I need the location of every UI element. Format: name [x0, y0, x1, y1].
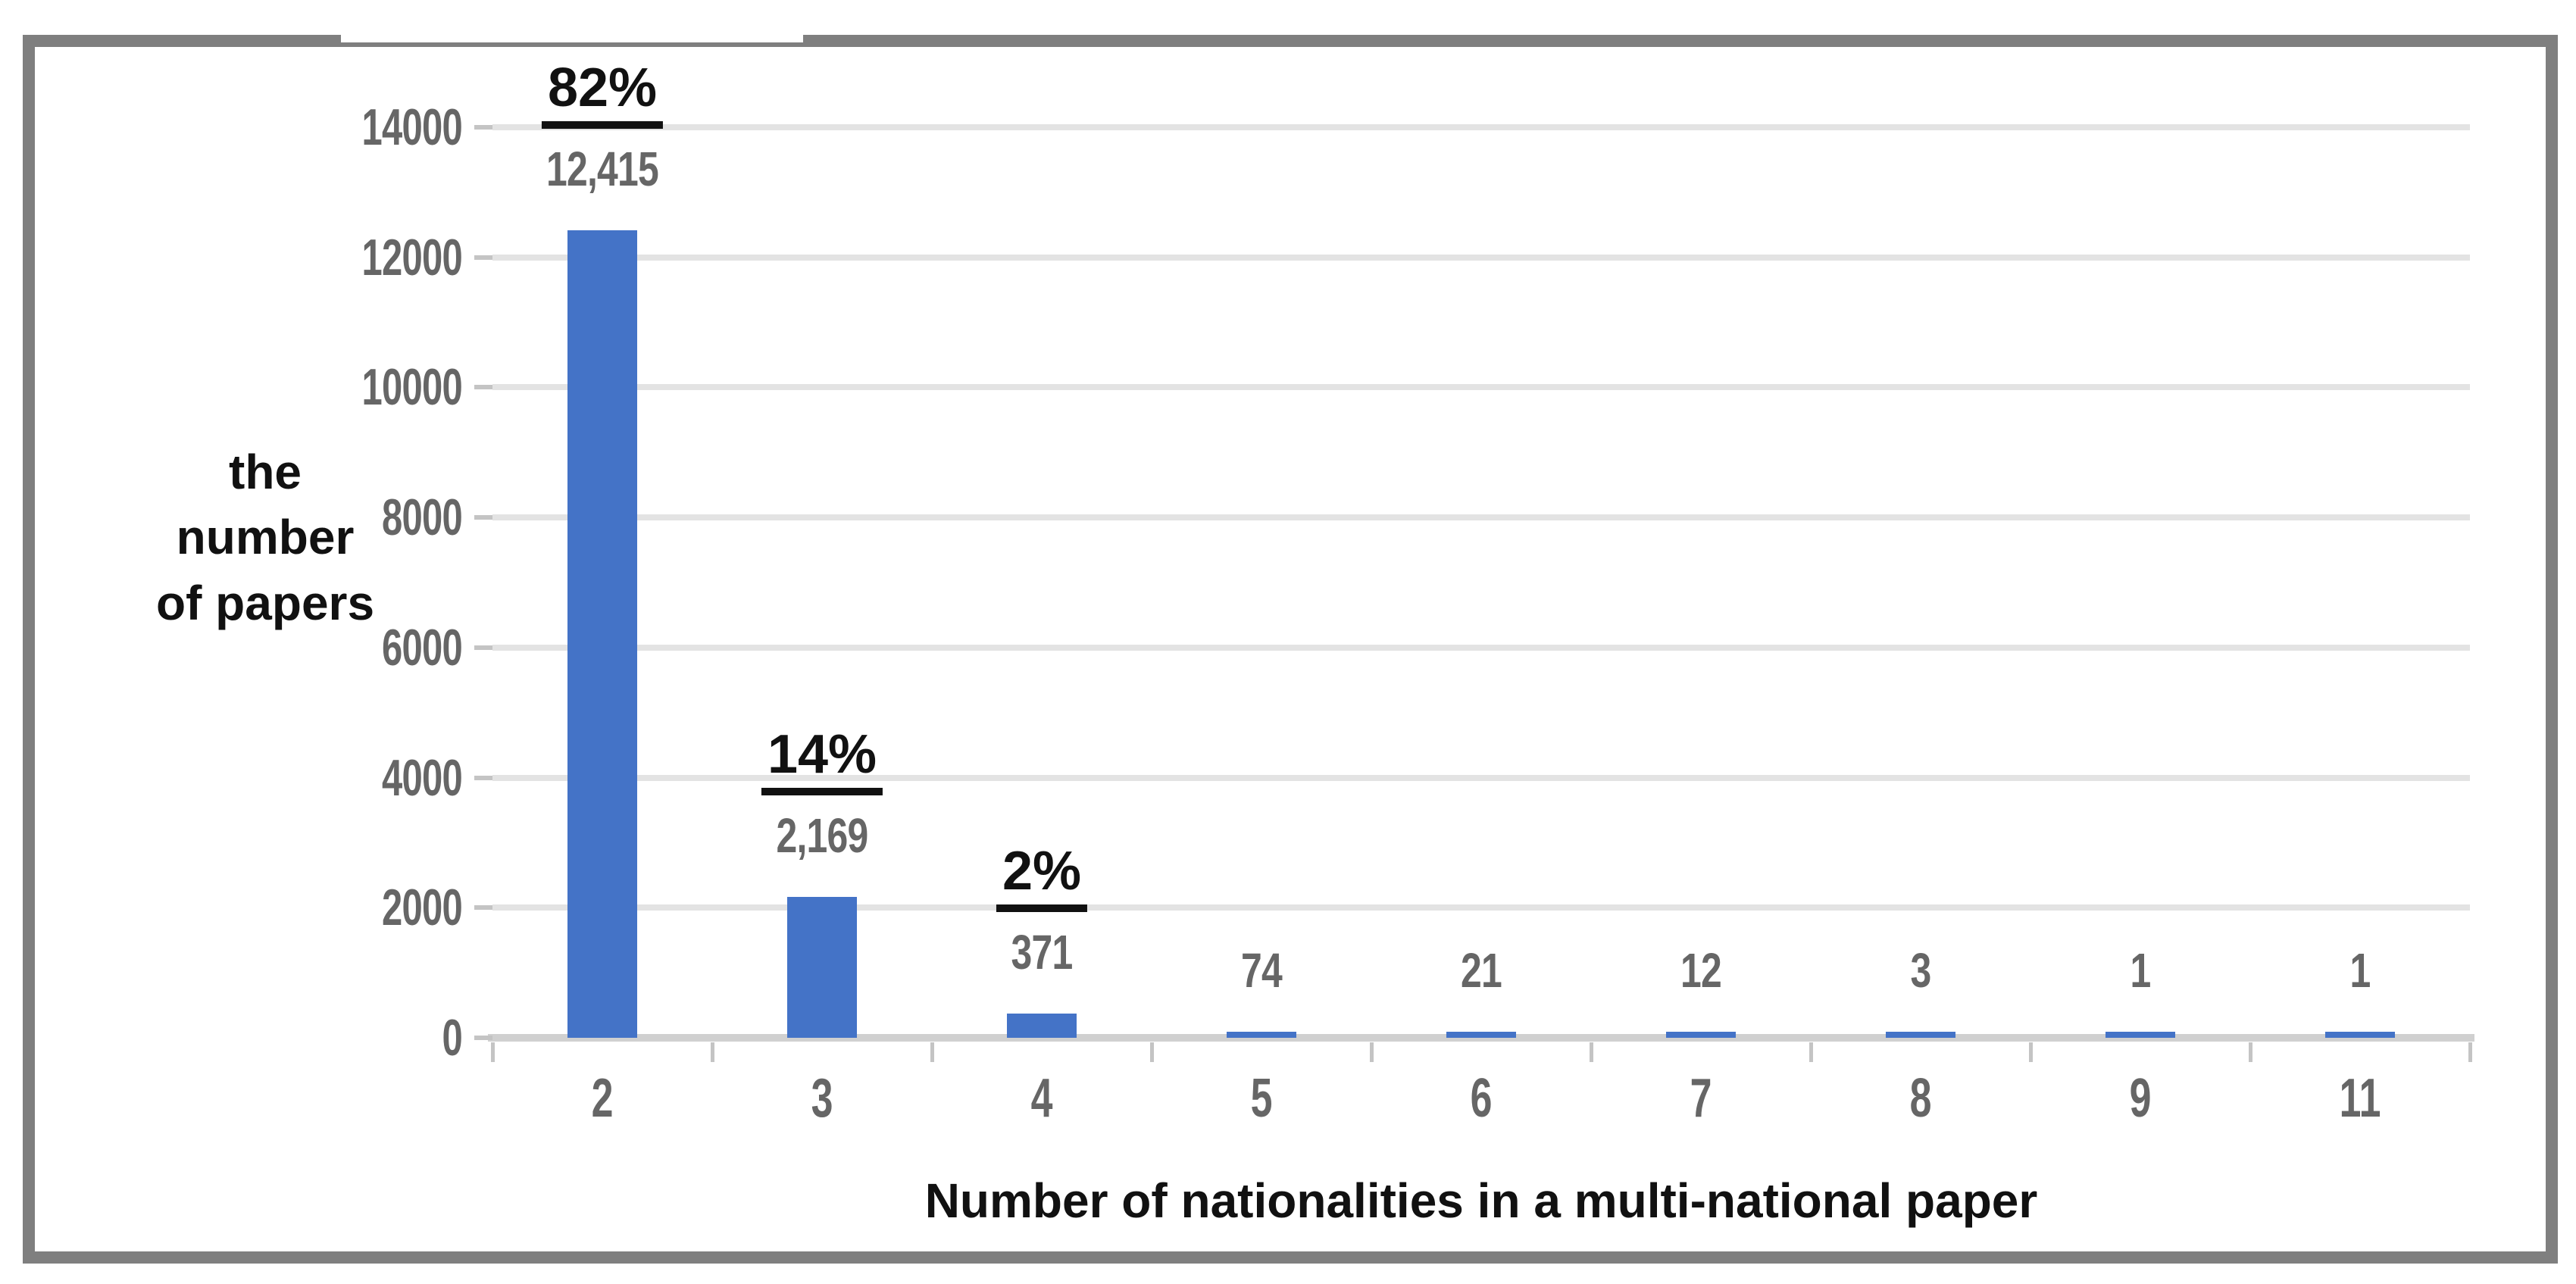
x-axis-baseline [488, 1034, 2474, 1042]
x-tick-label: 2 [591, 1068, 614, 1129]
bar [1886, 1032, 1955, 1038]
y-axis-tick [474, 775, 492, 780]
bar [1007, 1014, 1077, 1038]
bar [787, 896, 857, 1038]
y-tick-label: 6000 [381, 618, 463, 676]
bar-value-label: 12,415 [546, 142, 659, 197]
y-axis-tick [474, 255, 492, 260]
gridline [492, 124, 2470, 130]
bar [567, 230, 637, 1038]
x-axis-tick [2249, 1042, 2252, 1062]
bar-value-label: 1 [2130, 943, 2152, 998]
x-tick-label: 8 [1909, 1068, 1932, 1129]
gridline [492, 384, 2470, 391]
bar-value-label: 12 [1680, 943, 1722, 998]
gridline [492, 904, 2470, 911]
x-tick-label: 11 [2339, 1068, 2381, 1129]
x-tick-label: 3 [811, 1068, 833, 1129]
x-axis-tick [2029, 1042, 2033, 1062]
bar-percent-label: 14% [761, 727, 883, 795]
bar [1227, 1032, 1296, 1038]
bar [1446, 1032, 1516, 1038]
bar-value-label: 3 [1910, 943, 1932, 998]
x-axis-tick [711, 1042, 714, 1062]
bar [1666, 1032, 1736, 1038]
bar-value-label: 2,169 [776, 808, 868, 863]
y-axis-tick [474, 905, 492, 911]
y-tick-label: 10000 [361, 358, 462, 417]
gridline [492, 254, 2470, 261]
bar-percent-label: 2% [996, 844, 1088, 913]
y-axis-tick [474, 645, 492, 650]
y-axis-tick [474, 1036, 492, 1040]
bar-value-label: 21 [1461, 943, 1502, 998]
x-axis-tick [491, 1042, 495, 1062]
y-tick-label: 8000 [381, 489, 463, 547]
x-axis-tick [1150, 1042, 1154, 1062]
border-notch-artifact [341, 29, 803, 42]
x-tick-label: 5 [1250, 1068, 1273, 1129]
y-axis-tick [474, 125, 492, 130]
x-axis-tick [1590, 1042, 1593, 1062]
y-tick-label: 4000 [381, 748, 463, 807]
y-tick-label: 0 [442, 1009, 462, 1067]
x-tick-label: 9 [2129, 1068, 2152, 1129]
gridline [492, 644, 2470, 651]
x-tick-label: 4 [1030, 1068, 1053, 1129]
bar [2106, 1032, 2175, 1038]
bar-value-label: 1 [2349, 943, 2371, 998]
y-axis-tick [474, 515, 492, 520]
y-tick-label: 14000 [361, 98, 462, 156]
x-axis-title: Number of nationalities in a multi-natio… [924, 1173, 2038, 1228]
gridline [492, 774, 2470, 781]
y-axis-tick [474, 385, 492, 390]
gridline [492, 514, 2470, 521]
x-axis-tick [1370, 1042, 1374, 1062]
plot-area: 14000 12000 10000 8000 6000 4000 2000 0 2 12,415 8… [361, 61, 2474, 1126]
y-tick-label: 2000 [381, 879, 463, 937]
x-tick-label: 7 [1690, 1068, 1712, 1129]
x-tick-label: 6 [1470, 1068, 1493, 1129]
bar [2325, 1032, 2395, 1038]
x-axis-tick [2468, 1042, 2472, 1062]
bar-value-label: 74 [1241, 943, 1283, 998]
y-tick-label: 12000 [361, 228, 462, 286]
bar-percent-label: 82% [541, 61, 664, 130]
x-axis-tick [930, 1042, 934, 1062]
bar-value-label: 371 [1011, 925, 1074, 980]
x-axis-tick [1809, 1042, 1813, 1062]
y-axis-title: the number of papers [155, 445, 375, 630]
